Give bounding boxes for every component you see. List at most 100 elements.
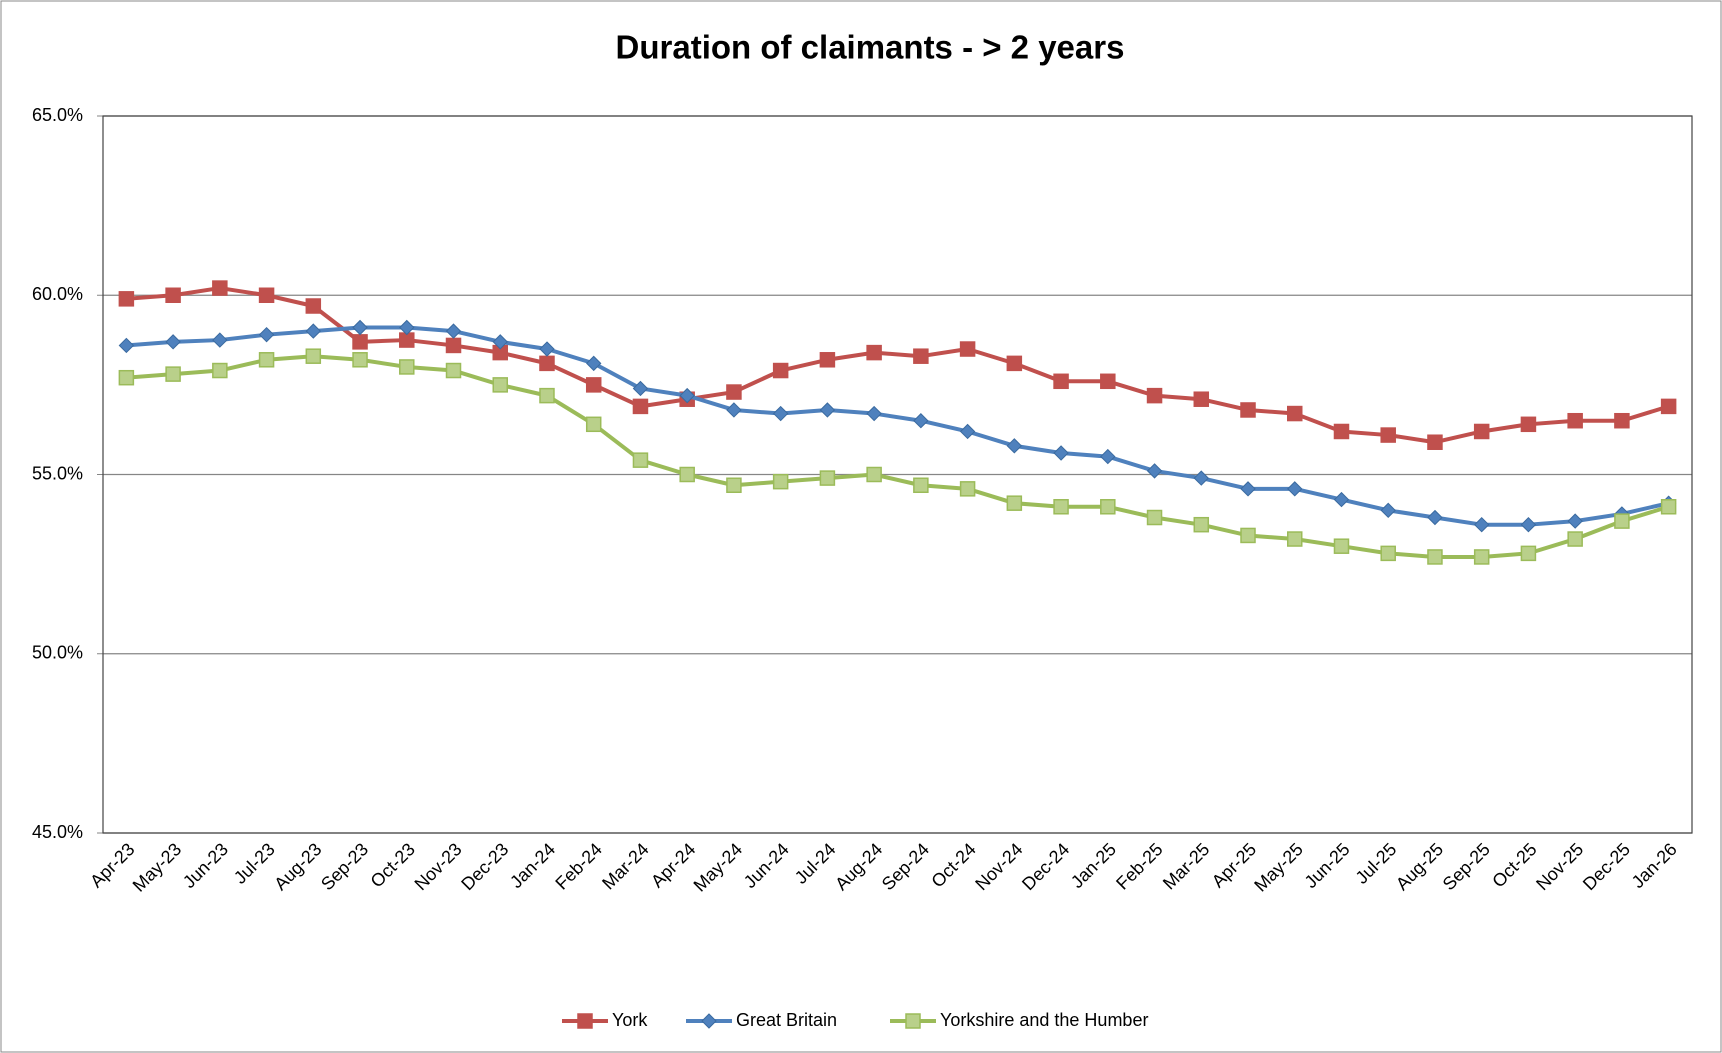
data-point [352,334,368,350]
data-point [1614,513,1630,529]
data-point [1053,499,1069,515]
data-point [819,352,836,368]
data-point [1660,499,1677,515]
data-point [913,413,929,429]
data-point [632,398,649,415]
data-point [539,355,555,372]
data-point [118,369,135,386]
data-point [165,366,181,382]
chart-title: Duration of claimants - > 2 years [616,29,1125,66]
data-point [1053,373,1069,390]
data-point [1520,416,1537,433]
data-point [585,416,602,433]
data-point [445,337,462,354]
data-point [1427,434,1443,450]
legend-marker [701,1013,717,1029]
series-line [126,354,1670,559]
data-point [399,359,415,375]
data-point [1427,509,1443,526]
data-point [1240,402,1256,418]
data-point [118,337,135,354]
data-point [1380,502,1396,519]
data-point [258,326,275,343]
data-point [1193,470,1209,486]
data-point [1193,391,1210,407]
data-point [1146,387,1163,404]
data-point [352,352,368,368]
data-point [1146,509,1163,526]
data-point [1473,549,1490,565]
data-point [772,405,789,422]
data-point [258,352,275,368]
data-point [866,466,882,483]
data-point [305,348,322,364]
data-point [1567,513,1583,529]
data-point [866,344,882,361]
data-point [305,298,322,314]
plot-border [102,115,1693,834]
data-point [679,387,695,404]
data-point [492,377,508,393]
data-point [632,380,649,397]
data-point [118,291,135,307]
y-tick-label: 65.0% [32,105,83,125]
data-point [165,334,181,350]
data-point [1660,398,1677,415]
data-point [305,323,322,339]
data-point [1006,438,1023,454]
data-point [726,402,742,418]
data-point [492,334,508,350]
legend-marker [905,1013,921,1029]
data-point [1006,355,1023,372]
data-point [586,355,602,372]
data-point [726,384,742,400]
data-point [399,319,415,336]
data-point [1287,531,1303,547]
y-tick-label: 60.0% [32,284,83,304]
data-point [1333,491,1350,508]
data-point [258,287,275,303]
data-point [1567,412,1583,429]
data-point [445,323,462,339]
data-point [1380,545,1396,562]
data-point [959,423,976,440]
data-point [445,362,462,379]
data-point [959,341,976,357]
data-point [819,402,836,418]
data-point [1006,495,1023,511]
data-point [1100,499,1116,515]
data-point [1193,516,1210,533]
data-point [352,319,368,336]
data-point [1053,445,1069,461]
legend-marker [577,1013,593,1029]
data-point [165,287,181,303]
data-point [539,387,555,404]
data-point [726,477,742,494]
data-point [585,377,602,393]
data-point [1240,481,1256,497]
data-point [1287,405,1303,422]
data-point [632,452,649,468]
data-point [1614,412,1630,429]
data-point [679,466,695,483]
data-point [1520,545,1537,562]
y-tick-label: 50.0% [32,643,83,663]
series-line [126,286,1670,445]
data-point [1333,423,1350,440]
data-point [212,332,228,348]
series-line [126,325,1670,527]
data-point [1146,463,1163,479]
data-point [1287,481,1303,497]
legend-label: Yorkshire and the Humber [940,1010,1148,1030]
data-point [772,362,789,379]
data-point [913,477,929,494]
data-point [1380,427,1396,443]
data-point [212,362,228,379]
data-point [1473,423,1490,440]
data-point [819,470,836,486]
data-point [1333,538,1350,554]
data-point [866,405,882,422]
data-point [1427,549,1443,565]
